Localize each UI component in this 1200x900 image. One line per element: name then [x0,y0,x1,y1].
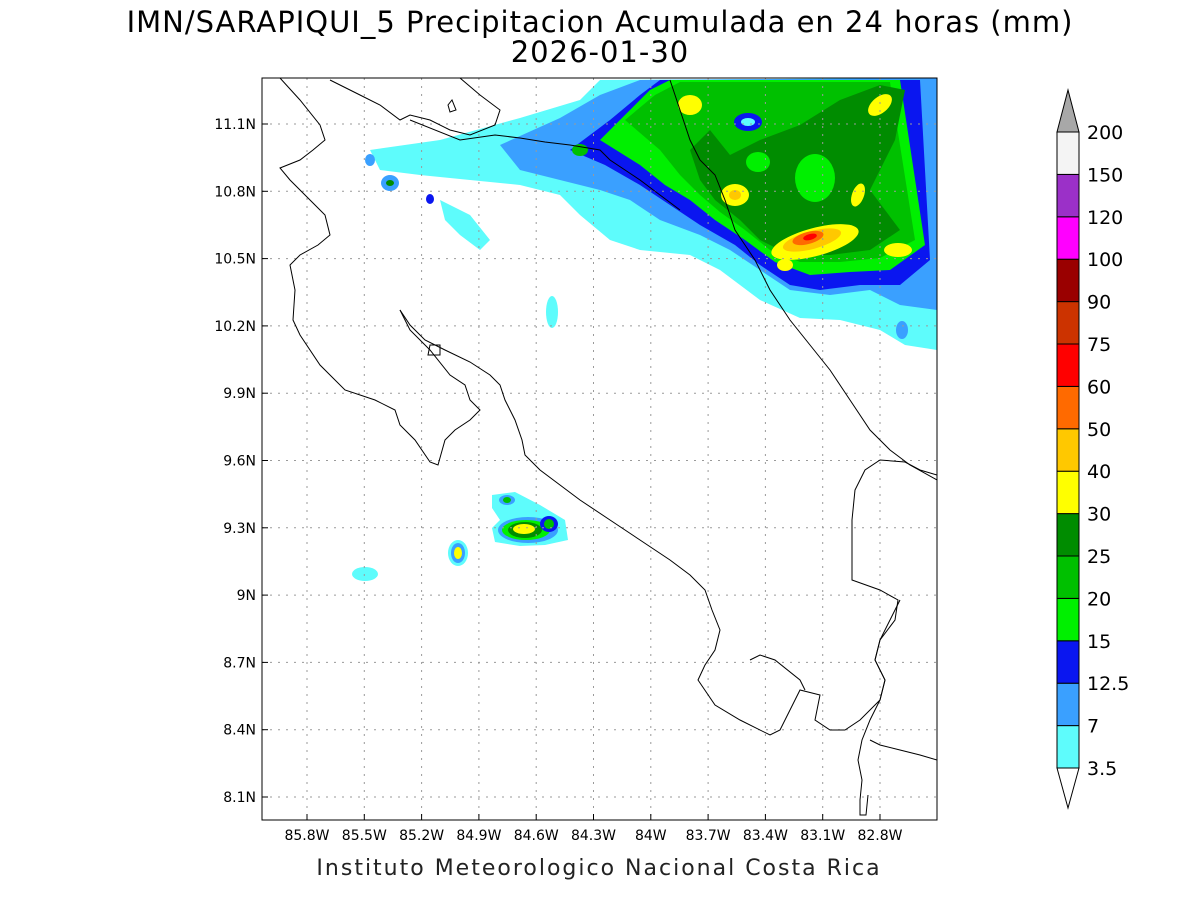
colorbar-label: 150 [1087,164,1123,186]
x-tick-label: 82.8W [857,828,902,844]
colorbar-swatch [1056,131,1080,175]
x-tick-label: 83.7W [686,828,731,844]
rain-cell [544,519,554,529]
map-frame [261,77,938,821]
map-date: 2026-01-30 [510,35,690,69]
latitude-axis: 11.1N 10.8N 10.5N 10.2N 9.9N 9.6N 9.3N 9N 8.7N 8.… [214,117,268,806]
colorbar-label: 12.5 [1087,673,1129,695]
rain-core-60mm [803,233,817,241]
colorbar-upper-arrow [1056,88,1080,133]
x-tick-label: 84W [635,828,667,844]
rain-spot [896,321,908,339]
y-tick-label: 8.7N [223,655,256,671]
costa-rica-nicaragua-border [409,119,681,211]
colorbar-label: 25 [1087,546,1111,568]
nicoya-gulf [399,309,901,736]
precipitation-field [352,78,937,581]
y-tick-label: 9.3N [223,521,256,537]
colorbar-label: 200 [1087,122,1123,144]
y-tick-label: 9N [237,588,256,604]
y-tick-label: 10.8N [214,184,256,200]
colorbar-swatch [1056,173,1080,218]
panama-border [851,459,937,816]
colorbar-label: 3.5 [1087,758,1117,780]
rain-cell [454,547,462,559]
colorbar-label: 15 [1087,631,1111,653]
colorbar-label: 60 [1087,376,1111,398]
rain-cell [503,497,511,503]
colorbar-swatch [1056,428,1080,472]
colorbar-label: 50 [1087,419,1111,441]
colorbar-swatch [1056,725,1080,769]
x-tick-label: 84.6W [514,828,559,844]
map-grid [262,78,937,820]
rain-core-30mm [851,183,865,207]
colorbar-swatch [1056,343,1080,387]
rain-core-30mm [777,259,793,271]
y-tick-label: 9.6N [223,454,256,470]
colorbar-swatch [1056,513,1080,557]
colorbar-swatch [1056,258,1080,303]
osa-peninsula [749,654,806,691]
colorbar-label: 20 [1087,588,1111,610]
longitude-axis: 85.8W 85.5W 85.2W 84.9W 84.6W 84.3W 84W 83.7W 83… [284,814,903,844]
rain-gap [746,152,770,172]
y-tick-label: 11.1N [214,117,256,133]
x-tick-label: 84.9W [456,828,501,844]
colorbar-label: 120 [1087,207,1123,229]
rain-area-light-lobe [440,200,490,250]
nicaragua-coast [279,78,481,466]
footer-credit: Instituto Meteorologico Nacional Costa R… [316,856,882,881]
y-tick-label: 10.5N [214,252,256,268]
y-tick-label: 8.1N [223,790,256,806]
rain-core-30mm [868,94,892,116]
x-tick-label: 85.8W [284,828,329,844]
lake-islet [447,99,457,113]
lake-nicaragua-shore [329,78,501,136]
rain-cell [352,567,378,581]
x-tick-label: 85.5W [342,828,387,844]
rain-spot [546,296,558,328]
y-tick-label: 9.9N [223,386,256,402]
colorbar-swatch [1056,216,1080,260]
colorbar-label: 100 [1087,249,1123,271]
rain-cell [513,524,535,534]
colorbar-label: 7 [1087,716,1099,738]
colorbar-label: 40 [1087,461,1111,483]
rain-core-40mm [729,190,741,200]
y-tick-label: 10.2N [214,319,256,335]
colorbar-lower-arrow [1056,767,1080,810]
rain-core-30mm [678,95,702,115]
colorbar-swatch [1056,385,1080,430]
colorbar-swatch [1056,470,1080,515]
rain-core-30mm [884,243,912,257]
colorbar-swatch [1056,640,1080,684]
colorbar-swatch [1056,301,1080,345]
x-tick-label: 83.1W [800,828,845,844]
x-tick-label: 83.4W [743,828,788,844]
panama-coast [869,739,937,761]
map-title: IMN/SARAPIQUI_5 Precipitacion Acumulada … [126,5,1074,39]
colorbar-label: 90 [1087,292,1111,314]
colorbar-swatch [1056,682,1080,727]
coastline [279,78,937,816]
colorbar-legend: 3.5 7 12.5 15 20 25 30 40 50 60 75 90 100 120 150 200 [1056,88,1129,810]
y-tick-label: 8.4N [223,723,256,739]
rain-spot [386,180,394,186]
x-tick-label: 84.3W [571,828,616,844]
colorbar-label: 30 [1087,504,1111,526]
colorbar-label: 75 [1087,334,1111,356]
colorbar-swatch [1056,597,1080,642]
colorbar-swatch [1056,555,1080,599]
rain-spot [426,194,434,204]
caribbean-coast [669,79,937,481]
rain-spot [365,154,375,166]
x-tick-label: 85.2W [399,828,444,844]
pacific-coast [427,344,441,356]
rain-gap [741,118,755,126]
rain-gap [795,154,835,202]
